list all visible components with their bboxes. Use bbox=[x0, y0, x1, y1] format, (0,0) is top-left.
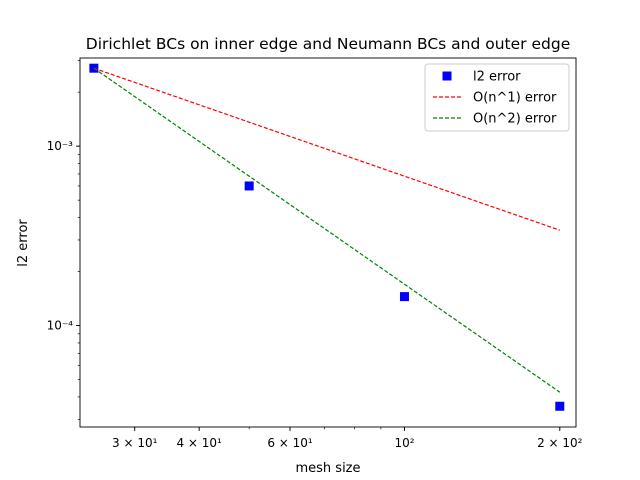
data-point-l2-error bbox=[399, 292, 409, 302]
legend-swatch-l2-error bbox=[442, 71, 452, 81]
y-axis-label: l2 error bbox=[16, 219, 31, 267]
data-point-l2-error bbox=[555, 401, 565, 411]
x-tick-label: 4 × 10¹ bbox=[176, 436, 222, 450]
x-tick-label: 6 × 10¹ bbox=[267, 436, 313, 450]
x-tick-label: 10² bbox=[394, 436, 414, 450]
legend-label-o-n-2-error: O(n^2) error bbox=[473, 112, 557, 127]
series-line-o-n-2-error bbox=[93, 67, 561, 393]
plot-area: 3 × 10¹ 4 × 10¹ 6 × 10¹ 10² 2 × 10² 10⁻³ 10⁻⁴ bbox=[47, 57, 583, 450]
series-line-o-n-1-error bbox=[93, 67, 560, 231]
legend-box bbox=[424, 63, 570, 132]
data-point-l2-error bbox=[244, 181, 254, 191]
chart-title: Dirichlet BCs on inner edge and Neumann … bbox=[86, 35, 570, 53]
legend: l2 error O(n^1) error O(n^2) error bbox=[424, 63, 570, 132]
legend-label-o-n-1-error: O(n^1) error bbox=[473, 91, 557, 106]
x-tick-label: 3 × 10¹ bbox=[112, 436, 158, 450]
y-tick-label: 10⁻⁴ bbox=[47, 319, 74, 333]
x-axis-label: mesh size bbox=[295, 461, 360, 476]
y-tick-label: 10⁻³ bbox=[47, 139, 74, 153]
legend-label-l2-error: l2 error bbox=[473, 70, 521, 85]
x-tick-label: 2 × 10² bbox=[537, 436, 583, 450]
axes-frame bbox=[79, 57, 577, 428]
